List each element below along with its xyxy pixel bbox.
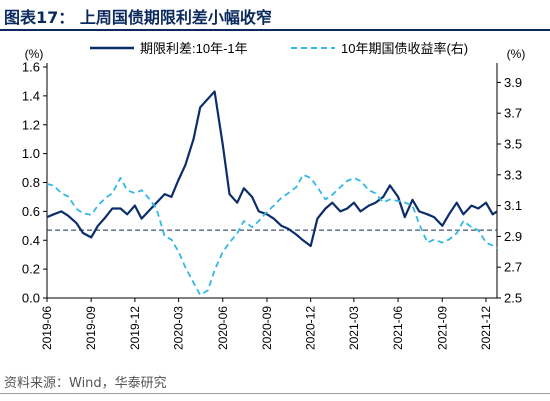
right-tick-label: 2.5 (504, 291, 522, 306)
x-tick-label: 2019-12 (128, 306, 142, 350)
x-tick-label: 2021-12 (479, 306, 493, 350)
series-yield-line (46, 173, 498, 296)
x-tick-label: 2021-09 (435, 306, 449, 350)
left-tick-label: 1.2 (22, 117, 40, 132)
right-axis: (%) 2.5 2.7 2.9 3.1 3.3 3.5 3.7 3.9 (496, 47, 526, 306)
left-axis: (%) 0.0 0.2 0.4 0.6 0.8 1.0 1.2 1.4 1.6 (22, 47, 48, 306)
left-tick-label: 0.8 (22, 175, 40, 190)
legend-label-0: 期限利差:10年-1年 (140, 41, 248, 56)
right-tick-label: 3.1 (504, 198, 522, 213)
legend: 期限利差:10年-1年 10年期国债收益率(右) (90, 41, 468, 56)
x-tick-label: 2020-06 (216, 306, 230, 350)
left-tick-label: 0.4 (22, 233, 40, 248)
title-rule (0, 29, 550, 31)
left-axis-unit: (%) (25, 47, 44, 61)
source-note: 资料来源：Wind，华泰研究 (4, 376, 167, 391)
x-tick-label: 2021-03 (347, 306, 361, 350)
figure-header: 图表17： 上周国债期限利差小幅收窄 (0, 0, 550, 31)
right-tick-label: 3.5 (504, 137, 522, 152)
right-tick-label: 3.3 (504, 167, 522, 182)
left-tick-label: 0.0 (22, 291, 40, 306)
right-tick-label: 3.9 (504, 75, 522, 90)
left-tick-label: 1.4 (22, 88, 40, 103)
left-tick-label: 0.2 (22, 262, 40, 277)
x-axis: 2019-06 2019-09 2019-12 2020-03 2020-06 2020-… (40, 297, 497, 350)
right-tick-label: 2.7 (504, 260, 522, 275)
x-tick-label: 2019-09 (84, 306, 98, 350)
x-tick-label: 2019-06 (40, 306, 54, 350)
series-spread-line (46, 90, 498, 248)
left-tick-label: 1.0 (22, 146, 40, 161)
x-tick-label: 2020-12 (304, 306, 318, 350)
yield-spread-chart: (%) 0.0 0.2 0.4 0.6 0.8 1.0 1.2 1.4 1.6 (%) 2.5 2.7… (22, 41, 526, 350)
figure-title: 图表17： 上周国债期限利差小幅收窄 (4, 8, 272, 27)
x-tick-label: 2020-09 (260, 306, 274, 350)
right-axis-unit: (%) (507, 47, 526, 61)
left-tick-label: 0.6 (22, 204, 40, 219)
x-tick-label: 2021-06 (391, 306, 405, 350)
legend-label-1: 10年期国债收益率(右) (341, 41, 468, 56)
bottom-rule (0, 393, 550, 394)
right-tick-label: 3.7 (504, 106, 522, 121)
series-group (46, 90, 498, 296)
right-tick-label: 2.9 (504, 229, 522, 244)
left-tick-label: 1.6 (22, 60, 40, 75)
x-tick-label: 2020-03 (172, 306, 186, 350)
